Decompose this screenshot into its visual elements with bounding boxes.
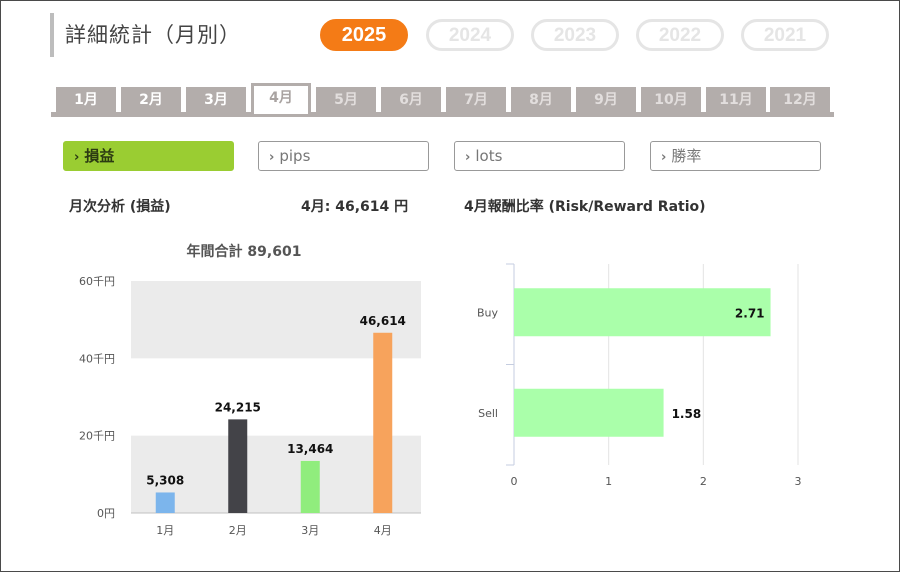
- chevron-right-icon: ›: [465, 150, 471, 165]
- metric-tab-label: 勝率: [671, 147, 702, 165]
- year-2021-button[interactable]: 2021: [741, 19, 829, 51]
- bar-3[interactable]: [300, 460, 320, 513]
- chevron-right-icon: ›: [661, 150, 667, 165]
- bar-value-label: 13,464: [287, 442, 333, 456]
- year-2022-button[interactable]: 2022: [636, 19, 724, 51]
- risk-reward-heading: 4月報酬比率 (Risk/Reward Ratio): [464, 199, 706, 215]
- plot-band: [131, 281, 421, 359]
- year-2025-button[interactable]: 2025: [320, 19, 408, 51]
- x-tick-label: 2月: [229, 524, 247, 537]
- x-tick-label: 4月: [374, 524, 392, 537]
- plot-band: [131, 435, 421, 513]
- title-accent-bar: [50, 13, 54, 57]
- chart-title: 年間合計 89,601: [187, 243, 302, 260]
- month-tab-3[interactable]: 3月: [186, 87, 246, 113]
- bar-2[interactable]: [228, 419, 248, 513]
- x-tick-label: 3月: [301, 524, 319, 537]
- x-tick-label: 0: [511, 475, 518, 488]
- chevron-right-icon: ›: [74, 150, 80, 165]
- month-tab-1[interactable]: 1月: [56, 87, 116, 113]
- year-2023-button[interactable]: 2023: [531, 19, 619, 51]
- ratio-bar-sell[interactable]: [514, 388, 664, 437]
- chevron-right-icon: ›: [269, 150, 275, 165]
- x-tick-label: 1: [605, 475, 612, 488]
- month-tab-5[interactable]: 5月: [316, 87, 376, 113]
- bar-value-label: 5,308: [146, 473, 184, 487]
- month-tab-6[interactable]: 6月: [381, 87, 441, 113]
- month-tab-2[interactable]: 2月: [121, 87, 181, 113]
- metric-tab-label: 損益: [84, 147, 115, 165]
- x-tick-label: 2: [700, 475, 707, 488]
- y-tick-label: 0円: [97, 507, 115, 520]
- bar-value-label: 46,614: [360, 314, 406, 328]
- y-tick-label: 60千円: [79, 275, 115, 288]
- page-title: 詳細統計（月別）: [65, 23, 241, 47]
- bar-value-label: 2.71: [735, 306, 765, 320]
- y-category-label: Sell: [478, 407, 498, 420]
- metric-tab-pips[interactable]: › pips: [258, 141, 429, 171]
- year-2024-button[interactable]: 2024: [426, 19, 514, 51]
- bar-1[interactable]: [155, 492, 175, 513]
- month-tab-9[interactable]: 9月: [576, 87, 636, 113]
- month-tab-7[interactable]: 7月: [446, 87, 506, 113]
- metric-tab-label: pips: [279, 147, 311, 165]
- monthly-analysis-heading: 月次分析 (損益): [69, 199, 171, 215]
- month-tab-11[interactable]: 11月: [706, 87, 766, 113]
- month-profit-value: 4月: 46,614 円: [301, 199, 409, 215]
- bar-value-label: 24,215: [215, 400, 261, 414]
- month-tabs-underline: [51, 112, 834, 117]
- month-tab-10[interactable]: 10月: [641, 87, 701, 113]
- month-tab-8[interactable]: 8月: [511, 87, 571, 113]
- month-tab-4[interactable]: 4月: [251, 83, 311, 114]
- metric-tab-label: lots: [475, 147, 503, 165]
- risk-reward-chart: 0 1 2 3 2.71 Buy 1.58 Sell: [477, 263, 802, 488]
- monthly-profit-chart: 0円 20千円 40千円 60千円 5,308 1月 24,215 2月 13,464 3月 46…: [79, 243, 421, 537]
- metric-tab-winrate[interactable]: › 勝率: [650, 141, 821, 171]
- y-category-label: Buy: [477, 306, 499, 319]
- bar-4[interactable]: [373, 332, 393, 513]
- x-tick-label: 3: [795, 475, 802, 488]
- metric-tab-profit[interactable]: › 損益: [63, 141, 234, 171]
- metric-tab-lots[interactable]: › lots: [454, 141, 625, 171]
- ratio-bar-buy[interactable]: [514, 288, 771, 337]
- y-tick-label: 20千円: [79, 430, 115, 443]
- x-tick-label: 1月: [156, 524, 174, 537]
- month-tab-12[interactable]: 12月: [770, 87, 830, 113]
- month-tabs: 1月 2月 3月 4月 5月 6月 7月 8月 9月 10月 11月 12月: [51, 83, 834, 117]
- bar-value-label: 1.58: [672, 407, 702, 421]
- y-tick-label: 40千円: [79, 352, 115, 365]
